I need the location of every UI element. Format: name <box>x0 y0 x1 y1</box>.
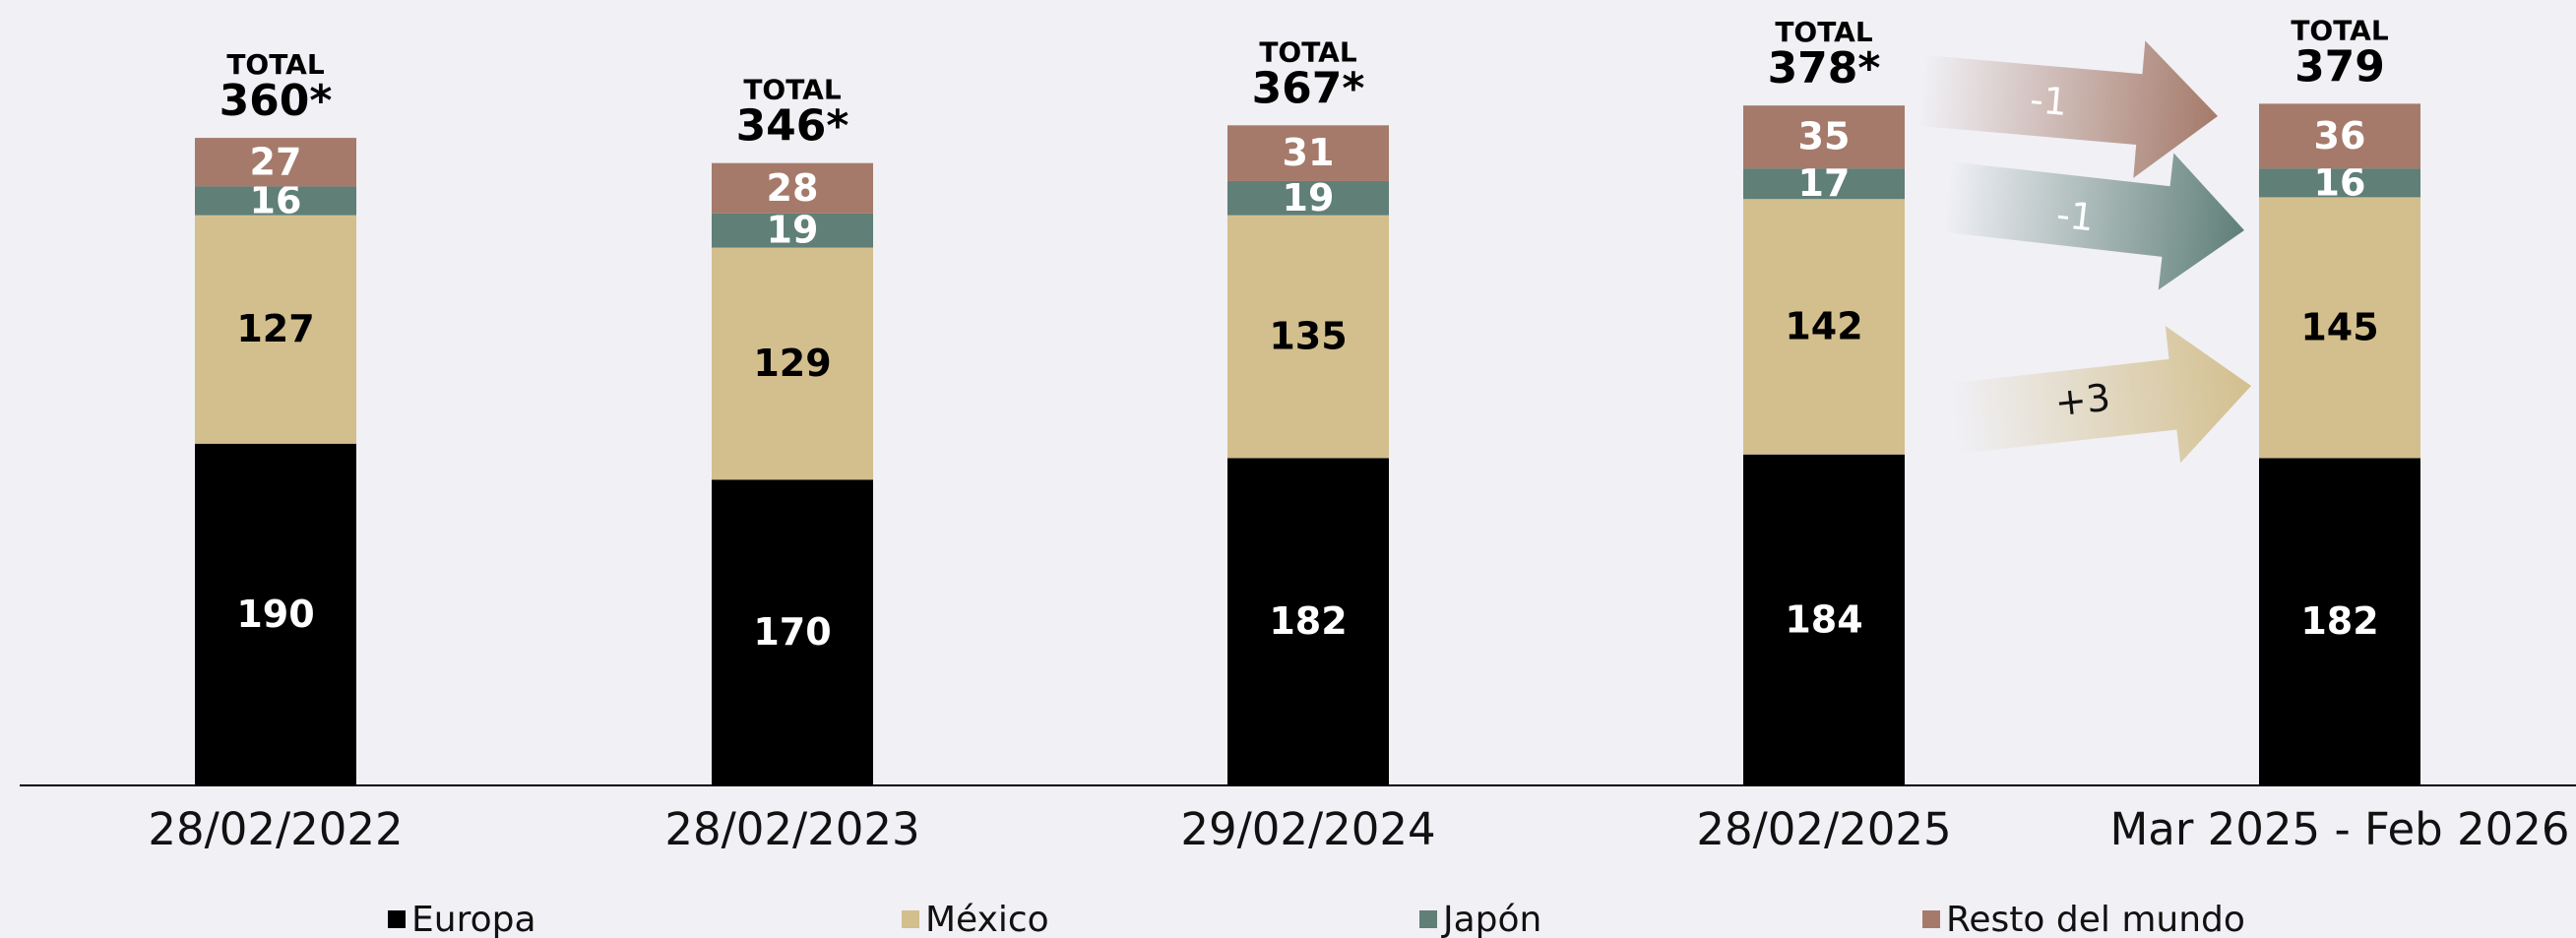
data-label: 27 <box>250 140 302 183</box>
total-label: 379 <box>2294 41 2385 92</box>
bar-segment <box>195 138 356 187</box>
bar-segment <box>712 479 873 785</box>
data-label: 145 <box>2300 305 2378 348</box>
x-tick-label: 28/02/2025 <box>1696 803 1951 855</box>
change-arrow <box>1942 153 2244 290</box>
x-tick-label: 28/02/2022 <box>148 803 403 855</box>
bar-segment <box>712 247 873 480</box>
legend-label: Resto del mundo <box>1946 900 2245 938</box>
data-label: 182 <box>2300 599 2378 643</box>
bar-segment <box>712 213 873 248</box>
bar-segment <box>1227 215 1389 459</box>
legend-swatch <box>388 910 406 928</box>
total-label: 360* <box>220 76 333 126</box>
data-label: 35 <box>1798 115 1851 158</box>
bar-segment <box>1743 454 1905 785</box>
bar-segment <box>1743 199 1905 455</box>
x-tick-label: Mar 2025 - Feb 2026 <box>2109 803 2569 855</box>
bar-segment <box>195 443 356 785</box>
bar-segment <box>2259 168 2420 198</box>
total-caption: TOTAL <box>743 74 841 106</box>
total-caption: TOTAL <box>226 48 324 81</box>
bar-segment <box>195 186 356 216</box>
bar-segment <box>2259 458 2420 785</box>
data-label: 135 <box>1269 315 1347 358</box>
total-caption: TOTAL <box>2291 14 2388 46</box>
data-label: 28 <box>767 166 819 210</box>
total-caption: TOTAL <box>1775 16 1872 48</box>
change-label: +3 <box>2052 376 2111 425</box>
data-label: 184 <box>1785 597 1862 641</box>
total-caption: TOTAL <box>1259 35 1356 68</box>
bar-segment <box>2259 103 2420 169</box>
change-arrow <box>1918 40 2219 178</box>
change-label: -1 <box>2054 193 2097 240</box>
bar-segment <box>712 162 873 214</box>
total-label: 378* <box>1768 43 1881 94</box>
data-label: 17 <box>1798 161 1851 205</box>
legend-swatch <box>1419 910 1437 928</box>
bar-segment <box>2259 197 2420 459</box>
total-label: 346* <box>736 101 849 152</box>
data-label: 129 <box>753 342 831 385</box>
data-label: 19 <box>767 209 819 252</box>
legend-swatch <box>1922 910 1940 928</box>
legend-label: Europa <box>411 900 536 938</box>
data-label: 170 <box>753 610 831 654</box>
bar-segment <box>1227 180 1389 216</box>
data-label: 31 <box>1283 131 1335 174</box>
bar-segment <box>195 215 356 444</box>
x-tick-label: 29/02/2024 <box>1180 803 1435 855</box>
bar-segment <box>1227 458 1389 785</box>
data-label: 19 <box>1283 176 1335 219</box>
legend-swatch <box>902 910 919 928</box>
legend-label: Japón <box>1441 900 1541 938</box>
data-label: 190 <box>236 593 314 636</box>
data-label: 182 <box>1269 599 1347 643</box>
bar-segment <box>1743 168 1905 200</box>
change-arrow <box>1951 326 2251 464</box>
bar-segment <box>1227 125 1389 181</box>
data-label: 127 <box>236 307 314 350</box>
total-label: 367* <box>1252 63 1365 113</box>
change-label: -1 <box>2028 78 2069 124</box>
data-label: 36 <box>2314 114 2366 157</box>
legend-label: México <box>925 900 1049 938</box>
data-label: 142 <box>1785 304 1862 347</box>
bar-segment <box>1743 105 1905 169</box>
x-tick-label: 28/02/2023 <box>664 803 919 855</box>
